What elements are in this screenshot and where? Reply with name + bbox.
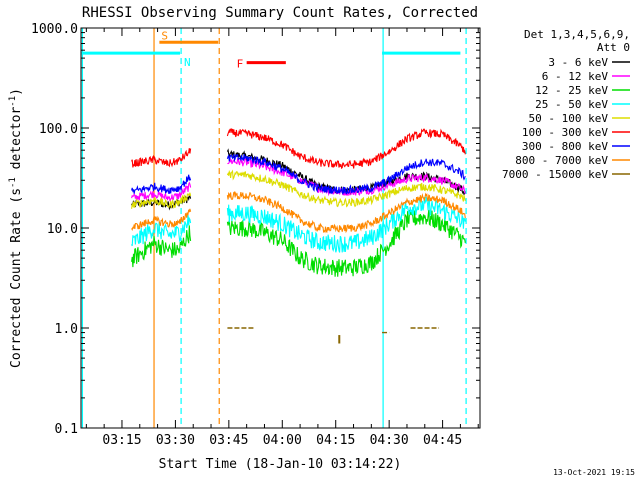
legend-header: Det 1,3,4,5,6,9, bbox=[524, 28, 630, 41]
footer-timestamp: 13-Oct-2021 19:15 bbox=[553, 468, 635, 477]
y-tick-label: 1000.0 bbox=[31, 22, 78, 37]
x-tick-label: 04:00 bbox=[263, 433, 302, 448]
y-tick-label: 1.0 bbox=[55, 322, 78, 337]
series-800_7000keV bbox=[131, 191, 466, 234]
legend-entry: 300 - 800 keV bbox=[522, 140, 608, 153]
legend-entry: 800 - 7000 keV bbox=[515, 154, 608, 167]
series-line bbox=[131, 174, 192, 195]
flag-label: N bbox=[184, 56, 191, 69]
series-300_800keV bbox=[131, 153, 466, 196]
series-12_25keV bbox=[131, 209, 466, 277]
series-line bbox=[131, 225, 192, 268]
series-line bbox=[226, 196, 466, 253]
series-25_50keV bbox=[131, 196, 466, 253]
series-100_300keV bbox=[131, 128, 466, 170]
x-tick-label: 04:45 bbox=[423, 433, 462, 448]
y-tick-label: 100.0 bbox=[39, 122, 78, 137]
x-tick-label: 03:45 bbox=[209, 433, 248, 448]
series-line bbox=[131, 208, 192, 232]
x-axis-label: Start Time (18-Jan-10 03:14:22) bbox=[159, 457, 402, 472]
legend-entry: 3 - 6 keV bbox=[548, 56, 608, 69]
chart-title: RHESSI Observing Summary Count Rates, Co… bbox=[82, 5, 478, 21]
y-axis-label: Corrected Count Rate (s-1 detector-1) bbox=[8, 88, 24, 368]
legend-entry: 7000 - 15000 keV bbox=[502, 168, 608, 181]
series-50_100keV bbox=[131, 169, 466, 210]
x-tick-label: 03:15 bbox=[102, 433, 141, 448]
legend-entry: 100 - 300 keV bbox=[522, 126, 608, 139]
y-tick-label: 0.1 bbox=[55, 422, 78, 437]
series-line bbox=[226, 209, 466, 277]
legend-entry: 6 - 12 keV bbox=[542, 70, 609, 83]
x-tick-label: 04:15 bbox=[316, 433, 355, 448]
legend-entry: 12 - 25 keV bbox=[535, 84, 608, 97]
x-tick-label: 03:30 bbox=[156, 433, 195, 448]
y-tick-label: 10.0 bbox=[47, 222, 78, 237]
series-line bbox=[226, 191, 466, 234]
flag-label: F bbox=[237, 58, 244, 71]
series-line bbox=[131, 181, 192, 202]
legend-header: Att 0 bbox=[597, 41, 630, 54]
series-line bbox=[226, 148, 466, 196]
series-line bbox=[131, 192, 192, 210]
series-line bbox=[226, 153, 466, 196]
x-tick-label: 04:30 bbox=[370, 433, 409, 448]
series-line bbox=[226, 169, 466, 208]
series-line bbox=[131, 214, 192, 247]
flag-label: S bbox=[161, 29, 168, 42]
legend-entry: 50 - 100 keV bbox=[529, 112, 609, 125]
legend-entry: 25 - 50 keV bbox=[535, 98, 608, 111]
plot-frame bbox=[80, 27, 481, 429]
series-line bbox=[131, 148, 192, 168]
series-line bbox=[226, 128, 466, 170]
series-7000_15000keV bbox=[227, 327, 440, 344]
